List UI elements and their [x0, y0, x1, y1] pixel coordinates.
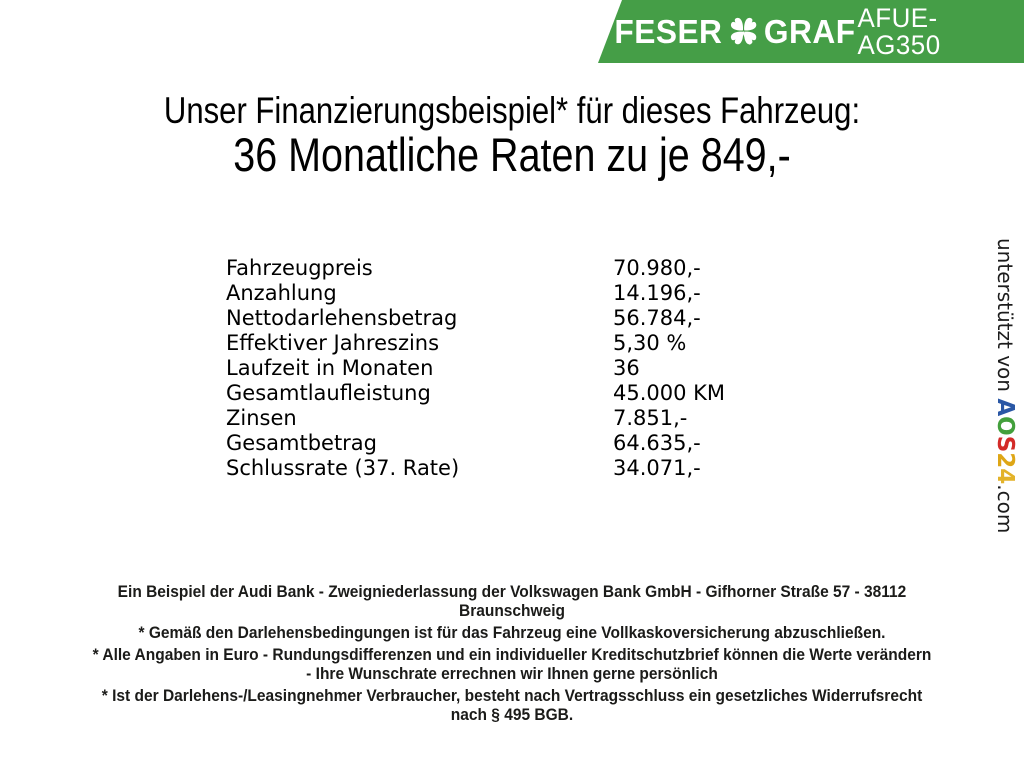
aos24-logo-letter: S [992, 435, 1018, 453]
row-label: Laufzeit in Monaten [226, 356, 434, 380]
table-row: Anzahlung 14.196,- [226, 281, 725, 306]
table-row: Gesamtbetrag 64.635,- [226, 431, 725, 456]
row-label: Fahrzeugpreis [226, 256, 373, 280]
row-value: 64.635,- [613, 431, 701, 455]
row-label: Gesamtbetrag [226, 431, 378, 455]
brand-logo: FESER GRAF AFUE-AG350 [614, 2, 1008, 60]
table-row: Gesamtlaufleistung 45.000 KM [226, 381, 725, 406]
row-value: 14.196,- [613, 281, 701, 305]
row-label: Zinsen [226, 406, 297, 430]
aos24-logo-letter: 2 [992, 452, 1018, 469]
bank-disclaimer-line: Ein Beispiel der Audi Bank - Zweignieder… [117, 583, 907, 601]
aos24-logo-letter: 4 [992, 468, 1018, 485]
row-value: 36 [613, 356, 640, 380]
row-label: Effektiver Jahreszins [226, 331, 440, 355]
brand-banner: FESER GRAF AFUE-AG350 [598, 0, 1024, 63]
finance-table: Fahrzeugpreis 70.980,- Anzahlung 14.196,… [226, 256, 725, 481]
footnotes: Ein Beispiel der Audi Bank - Zweignieder… [31, 583, 994, 725]
row-value: 70.980,- [613, 256, 701, 280]
row-label: Nettodarlehensbetrag [226, 306, 458, 330]
table-row: Nettodarlehensbetrag 56.784,- [226, 306, 725, 331]
brand-word-graf: GRAF [763, 13, 856, 50]
financing-example-title: Unser Finanzierungsbeispiel* für dieses … [163, 90, 861, 131]
footnote-euro-values: - Ihre Wunschrate errechnen wir Ihnen ge… [306, 665, 718, 683]
table-row: Laufzeit in Monaten 36 [226, 356, 725, 381]
table-row: Schlussrate (37. Rate) 34.071,- [226, 456, 725, 481]
row-value: 56.784,- [613, 306, 701, 330]
footnote-withdrawal-right: nach § 495 BGB. [450, 706, 574, 724]
row-label: Schlussrate (37. Rate) [226, 456, 460, 480]
supported-by-credit: unterstützt von AOS24.com [982, 238, 1018, 568]
table-row: Zinsen 7.851,- [226, 406, 725, 431]
row-value: 34.071,- [613, 456, 701, 480]
brand-word-feser: FESER [614, 13, 723, 50]
footnote-insurance: * Gemäß den Darlehensbedingungen ist für… [138, 624, 886, 642]
row-value: 45.000 KM [613, 381, 726, 405]
row-value: 7.851,- [613, 406, 688, 430]
footnote-withdrawal-right: * Ist der Darlehens-/Leasingnehmer Verbr… [101, 687, 923, 705]
row-label: Anzahlung [226, 281, 337, 305]
aos24-domain-suffix: .com [993, 484, 1017, 534]
row-label: Gesamtlaufleistung [226, 381, 431, 405]
aos24-logo-letter: O [992, 416, 1018, 436]
footnote-euro-values: * Alle Angaben in Euro - Rundungsdiffere… [92, 646, 932, 664]
table-row: Effektiver Jahreszins 5,30 % [226, 331, 725, 356]
clover-icon [730, 17, 756, 45]
supported-by-text: unterstützt von [993, 238, 1017, 399]
row-value: 5,30 % [613, 331, 687, 355]
aos24-logo-letter: A [992, 398, 1018, 417]
monthly-rate-headline: 36 Monatliche Raten zu je 849,- [233, 128, 791, 181]
bank-disclaimer-line: Braunschweig [458, 602, 566, 620]
vehicle-code: AFUE-AG350 [857, 2, 941, 60]
table-row: Fahrzeugpreis 70.980,- [226, 256, 725, 281]
